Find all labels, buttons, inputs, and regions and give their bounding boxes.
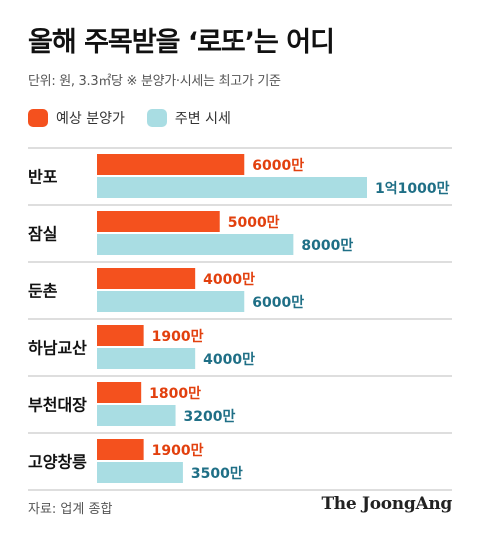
bar-presale-3: [97, 325, 144, 346]
bar-market-3: [97, 348, 196, 369]
value-label-presale-1: 5000만: [228, 215, 280, 231]
bar-market-2: [97, 291, 245, 312]
legend-swatch-presale: [28, 109, 48, 127]
category-label-5: 고양창릉: [28, 453, 87, 472]
legend: 예상 분양가 주변 시세: [28, 108, 253, 128]
bar-presale-0: [97, 154, 245, 175]
value-label-market-4: 3200만: [184, 409, 236, 425]
unit-note: 단위: 원, 3.3㎡당 ※ 분양가·시세는 최고가 기준: [28, 74, 281, 89]
bar-market-1: [97, 234, 294, 255]
bar-market-0: [97, 177, 367, 198]
brand-logo: The JoongAng: [321, 494, 452, 514]
bar-presale-5: [97, 439, 144, 460]
legend-label-presale: 예상 분양가: [56, 111, 125, 127]
value-label-market-2: 6000만: [252, 295, 304, 311]
value-label-presale-5: 1900만: [152, 443, 204, 459]
category-label-3: 하남교산: [28, 339, 87, 358]
value-label-market-1: 8000만: [301, 238, 353, 254]
category-label-2: 둔촌: [28, 282, 58, 301]
category-label-0: 반포: [28, 168, 58, 187]
source-note: 자료: 업계 종합: [28, 502, 113, 517]
value-label-presale-3: 1900만: [152, 329, 204, 345]
value-label-market-3: 4000만: [203, 352, 255, 368]
bar-market-4: [97, 405, 176, 426]
value-label-market-5: 3500만: [191, 466, 243, 482]
value-label-presale-4: 1800만: [149, 386, 201, 402]
value-label-market-0: 1억1000만: [375, 181, 450, 197]
bar-presale-1: [97, 211, 220, 232]
category-label-4: 부천대장: [28, 396, 87, 415]
legend-item-presale: 예상 분양가: [28, 108, 125, 128]
legend-item-market: 주변 시세: [146, 108, 231, 128]
bar-market-5: [97, 462, 183, 483]
chart-title: 올해 주목받을 ‘로또’는 어디: [28, 27, 335, 58]
legend-label-market: 주변 시세: [174, 111, 231, 127]
legend-swatch-market: [146, 109, 167, 127]
category-label-1: 잠실: [28, 225, 57, 244]
value-label-presale-0: 6000만: [252, 158, 304, 174]
bar-presale-4: [97, 382, 142, 403]
bar-presale-2: [97, 268, 196, 289]
value-label-presale-2: 4000만: [203, 272, 255, 288]
